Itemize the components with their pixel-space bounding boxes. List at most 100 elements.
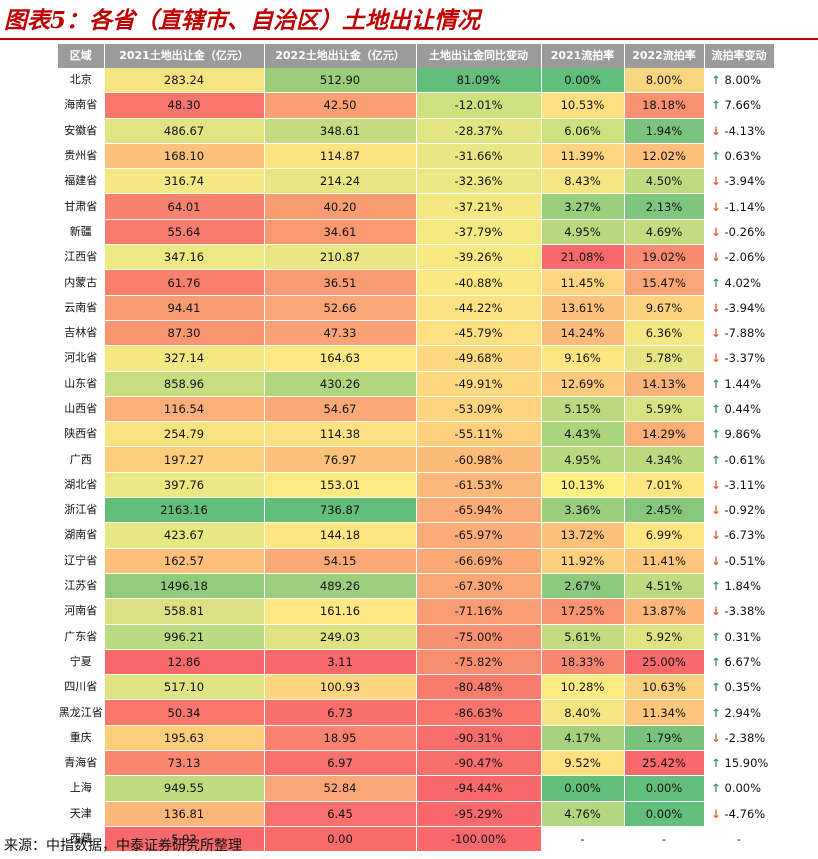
amount-2022-cell: 214.24 — [264, 168, 417, 194]
failure-rate-change-cell: ↑ 0.63% — [704, 143, 775, 169]
amount-2021-cell: 316.74 — [104, 168, 265, 194]
amount-2021-cell: 558.81 — [104, 598, 265, 625]
failure-rate-2022-cell: 10.63% — [624, 674, 705, 700]
amount-2021-cell: 73.13 — [104, 750, 265, 776]
amount-2022-cell: 489.26 — [264, 573, 417, 599]
failure-rate-change-value: 9.86% — [724, 427, 762, 442]
arrow-down-icon: ↓ — [711, 123, 721, 138]
header-failure-rate-change: 流拍率变动 — [704, 44, 775, 68]
failure-rate-change-cell: ↑ 6.67% — [704, 649, 775, 675]
amount-2021-cell: 197.27 — [104, 446, 265, 473]
failure-rate-change-value: 7.66% — [724, 98, 762, 113]
yoy-change-cell: -90.31% — [416, 725, 542, 751]
region-cell: 山西省 — [58, 396, 105, 422]
amount-2021-cell: 858.96 — [104, 371, 265, 397]
failure-rate-change-value: -3.94% — [724, 300, 766, 315]
failure-rate-2021-cell: 5.61% — [541, 624, 625, 650]
amount-2022-cell: 430.26 — [264, 371, 417, 397]
failure-rate-2022-cell: 4.69% — [624, 219, 705, 245]
region-cell: 贵州省 — [58, 143, 105, 169]
failure-rate-change-value: -1.14% — [724, 199, 766, 214]
failure-rate-2022-cell: 2.13% — [624, 193, 705, 220]
arrow-down-icon: ↓ — [711, 351, 721, 366]
amount-2022-cell: 161.16 — [264, 598, 417, 625]
arrow-up-icon: ↑ — [711, 275, 721, 290]
table-row: 安徽省 486.67 348.61 -28.37% 6.06% 1.94% ↓ -4.13% — [58, 118, 775, 144]
yoy-change-cell: -65.97% — [416, 522, 542, 549]
region-cell: 江苏省 — [58, 573, 105, 599]
table-row: 四川省 517.10 100.93 -80.48% 10.28% 10.63% ↑ 0.35% — [58, 674, 775, 700]
failure-rate-change-value: 8.00% — [724, 73, 762, 88]
amount-2022-cell: 512.90 — [264, 68, 417, 93]
region-cell: 福建省 — [58, 168, 105, 194]
failure-rate-2022-cell: 14.29% — [624, 421, 705, 447]
amount-2021-cell: 61.76 — [104, 269, 265, 296]
failure-rate-2022-cell: 6.99% — [624, 522, 705, 549]
yoy-change-cell: -44.22% — [416, 295, 542, 321]
failure-rate-2021-cell: 0.00% — [541, 775, 625, 802]
amount-2021-cell: 168.10 — [104, 143, 265, 169]
failure-rate-2022-cell: 4.34% — [624, 446, 705, 473]
yoy-change-cell: 81.09% — [416, 68, 542, 93]
yoy-change-cell: -60.98% — [416, 446, 542, 473]
failure-rate-change-cell: ↓ -3.94% — [704, 295, 775, 321]
table-row: 辽宁省 162.57 54.15 -66.69% 11.92% 11.41% ↓ -0.51% — [58, 548, 775, 574]
region-cell: 黑龙江省 — [58, 699, 105, 726]
region-cell: 广东省 — [58, 624, 105, 650]
failure-rate-change-value: 1.44% — [724, 376, 762, 391]
table-row: 贵州省 168.10 114.87 -31.66% 11.39% 12.02% ↑ 0.63% — [58, 143, 775, 169]
arrow-down-icon: ↓ — [711, 326, 721, 341]
failure-rate-2021-cell: 4.95% — [541, 446, 625, 473]
yoy-change-cell: -80.48% — [416, 674, 542, 700]
amount-2021-cell: 2163.16 — [104, 497, 265, 523]
amount-2022-cell: 153.01 — [264, 472, 417, 498]
region-cell: 天津 — [58, 801, 105, 827]
amount-2022-cell: 36.51 — [264, 269, 417, 296]
failure-rate-2022-cell: 12.02% — [624, 143, 705, 169]
table-row: 江西省 347.16 210.87 -39.26% 21.08% 19.02% ↓ -2.06… — [58, 244, 775, 270]
region-cell: 吉林省 — [58, 320, 105, 346]
arrow-down-icon: ↓ — [711, 224, 721, 239]
yoy-change-cell: -86.63% — [416, 699, 542, 726]
failure-rate-change-cell: ↓ -4.13% — [704, 118, 775, 144]
failure-rate-change-cell: ↓ -2.06% — [704, 244, 775, 270]
table-row: 湖南省 423.67 144.18 -65.97% 13.72% 6.99% ↓ -6.73% — [58, 522, 775, 549]
region-cell: 海南省 — [58, 92, 105, 119]
amount-2021-cell: 64.01 — [104, 193, 265, 220]
arrow-up-icon: ↑ — [711, 98, 721, 113]
yoy-change-cell: -61.53% — [416, 472, 542, 498]
failure-rate-2021-cell: 4.95% — [541, 219, 625, 245]
arrow-up-icon: ↑ — [711, 705, 721, 720]
amount-2022-cell: 348.61 — [264, 118, 417, 144]
table-row: 云南省 94.41 52.66 -44.22% 13.61% 9.67% ↓ -3.94% — [58, 295, 775, 321]
amount-2022-cell: 736.87 — [264, 497, 417, 523]
arrow-up-icon: ↑ — [711, 756, 721, 771]
amount-2022-cell: 210.87 — [264, 244, 417, 270]
failure-rate-2021-cell: 4.43% — [541, 421, 625, 447]
failure-rate-2022-cell: 4.50% — [624, 168, 705, 194]
failure-rate-2022-cell: 2.45% — [624, 497, 705, 523]
failure-rate-change-value: 1.84% — [724, 579, 762, 594]
amount-2022-cell: 34.61 — [264, 219, 417, 245]
failure-rate-2022-cell: 0.00% — [624, 775, 705, 802]
region-cell: 湖北省 — [58, 472, 105, 498]
failure-rate-change-cell: ↑ 0.35% — [704, 674, 775, 700]
amount-2021-cell: 1496.18 — [104, 573, 265, 599]
failure-rate-change-value: -7.88% — [724, 326, 766, 341]
failure-rate-change-value: -2.06% — [724, 250, 766, 265]
arrow-up-icon: ↑ — [711, 427, 721, 442]
failure-rate-2021-cell: 2.67% — [541, 573, 625, 599]
failure-rate-2022-cell: 11.34% — [624, 699, 705, 726]
failure-rate-2022-cell: 13.87% — [624, 598, 705, 625]
yoy-change-cell: -66.69% — [416, 548, 542, 574]
amount-2021-cell: 327.14 — [104, 345, 265, 372]
amount-2021-cell: 136.81 — [104, 801, 265, 827]
arrow-down-icon: ↓ — [711, 250, 721, 265]
header-2022-failure-rate: 2022流拍率 — [624, 44, 705, 68]
amount-2022-cell: 52.84 — [264, 775, 417, 802]
failure-rate-2021-cell: 5.15% — [541, 396, 625, 422]
amount-2021-cell: 162.57 — [104, 548, 265, 574]
arrow-up-icon: ↑ — [711, 149, 721, 164]
yoy-change-cell: -12.01% — [416, 92, 542, 119]
table-row: 江苏省 1496.18 489.26 -67.30% 2.67% 4.51% ↑ 1.84% — [58, 573, 775, 599]
